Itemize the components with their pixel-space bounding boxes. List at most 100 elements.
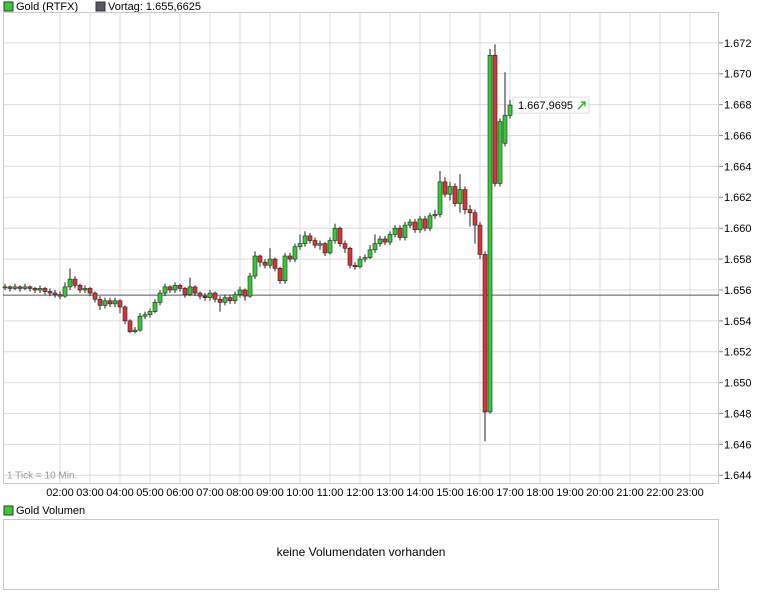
- candle-body: [487, 54, 493, 413]
- candle-body: [97, 298, 103, 306]
- y-tick-label: 1.644: [724, 470, 752, 482]
- y-tick-label: 1.658: [724, 254, 752, 266]
- candle-body: [312, 240, 318, 246]
- x-tick-label: 04:00: [106, 487, 134, 499]
- candle-body: [217, 298, 223, 303]
- candle-body: [427, 215, 433, 229]
- candle-body: [357, 258, 363, 268]
- candle-body: [197, 292, 203, 297]
- y-tick-label: 1.660: [724, 223, 752, 235]
- y-tick-label: 1.646: [724, 439, 752, 451]
- candle-body: [467, 209, 473, 214]
- candle-body: [27, 286, 33, 289]
- candle-body: [422, 218, 428, 229]
- y-tick-label: 1.664: [724, 161, 752, 173]
- candle-body: [502, 115, 508, 144]
- legend-swatch: [3, 505, 14, 516]
- y-tick-label: 1.662: [724, 192, 752, 204]
- candle-body: [332, 227, 338, 241]
- x-tick-label: 09:00: [256, 487, 284, 499]
- candle-body: [137, 315, 143, 331]
- candle-body: [192, 286, 198, 294]
- y-tick-label: 1.652: [724, 347, 752, 359]
- candle-body: [212, 292, 218, 300]
- candle-body: [492, 54, 498, 184]
- candle-body: [377, 238, 383, 244]
- x-tick-label: 03:00: [76, 487, 104, 499]
- candle-body: [417, 218, 423, 231]
- candle-body: [337, 227, 343, 244]
- candle-body: [327, 240, 333, 254]
- x-tick-label: 11:00: [317, 487, 344, 499]
- candle-body: [92, 292, 98, 300]
- candle-body: [307, 235, 313, 241]
- candle-body: [317, 243, 323, 246]
- y-tick-label: 1.670: [724, 69, 752, 81]
- candle-body: [167, 286, 173, 291]
- candle-body: [42, 288, 48, 292]
- x-tick-label: 08:00: [226, 487, 254, 499]
- candle-body: [37, 288, 43, 291]
- volume-message: keine Volumendaten vorhanden: [277, 545, 446, 559]
- x-tick-label: 05:00: [136, 487, 164, 499]
- x-tick-label: 23:00: [676, 487, 704, 499]
- x-tick-label: 13:00: [376, 487, 404, 499]
- candle-body: [2, 286, 8, 289]
- candle-body: [472, 212, 478, 226]
- candle-body: [62, 286, 68, 297]
- x-tick-label: 14:00: [406, 487, 434, 499]
- candle-body: [102, 300, 108, 306]
- candle-body: [447, 186, 453, 195]
- y-tick-label: 1.654: [724, 316, 752, 328]
- candle-body: [497, 121, 503, 184]
- candle-body: [282, 255, 288, 282]
- candle-body: [452, 186, 458, 204]
- candle-body: [182, 288, 188, 295]
- candle-body: [302, 235, 308, 244]
- candle-body: [322, 243, 328, 254]
- legend-reference: Vortag: 1.655,6625: [108, 1, 201, 13]
- candle-body: [232, 294, 238, 302]
- x-tick-label: 16:00: [466, 487, 494, 499]
- candle-body: [17, 286, 23, 289]
- candle-body: [367, 249, 373, 258]
- candle-body: [82, 288, 88, 291]
- candle-body: [397, 227, 403, 238]
- candle-body: [352, 264, 358, 268]
- candle-body: [112, 300, 118, 305]
- candle-body: [242, 289, 248, 297]
- y-tick-label: 1.668: [724, 100, 752, 112]
- volume-title: Gold Volumen: [16, 505, 85, 517]
- x-tick-label: 15:00: [436, 487, 464, 499]
- x-tick-label: 02:00: [46, 487, 74, 499]
- candle-body: [482, 254, 488, 413]
- candle-body: [507, 104, 513, 116]
- candle-body: [222, 297, 228, 303]
- x-tick-label: 21:00: [616, 487, 644, 499]
- candle-body: [22, 286, 28, 289]
- candle-body: [287, 255, 293, 260]
- candle-body: [432, 213, 438, 217]
- last-price-arrow: [577, 101, 586, 110]
- x-tick-label: 10:00: [286, 487, 314, 499]
- candle-body: [477, 224, 483, 255]
- x-tick-label: 17:00: [496, 487, 524, 499]
- candle-body: [382, 238, 388, 243]
- candle-body: [77, 285, 83, 291]
- candle-body: [187, 286, 193, 295]
- candle-body: [247, 275, 253, 297]
- candle-body: [277, 268, 283, 282]
- x-tick-label: 06:00: [166, 487, 194, 499]
- candle-body: [177, 285, 183, 289]
- legend-title: Gold (RTFX): [16, 1, 78, 13]
- legend-swatch: [3, 1, 14, 12]
- candle-body: [257, 255, 263, 263]
- candle-body: [272, 258, 278, 269]
- x-tick-label: 20:00: [586, 487, 614, 499]
- candle-body: [237, 289, 243, 295]
- x-tick-label: 12:00: [346, 487, 374, 499]
- candle-body: [457, 189, 463, 204]
- candle-body: [147, 311, 153, 315]
- candle-body: [202, 295, 208, 298]
- candle-body: [57, 294, 63, 297]
